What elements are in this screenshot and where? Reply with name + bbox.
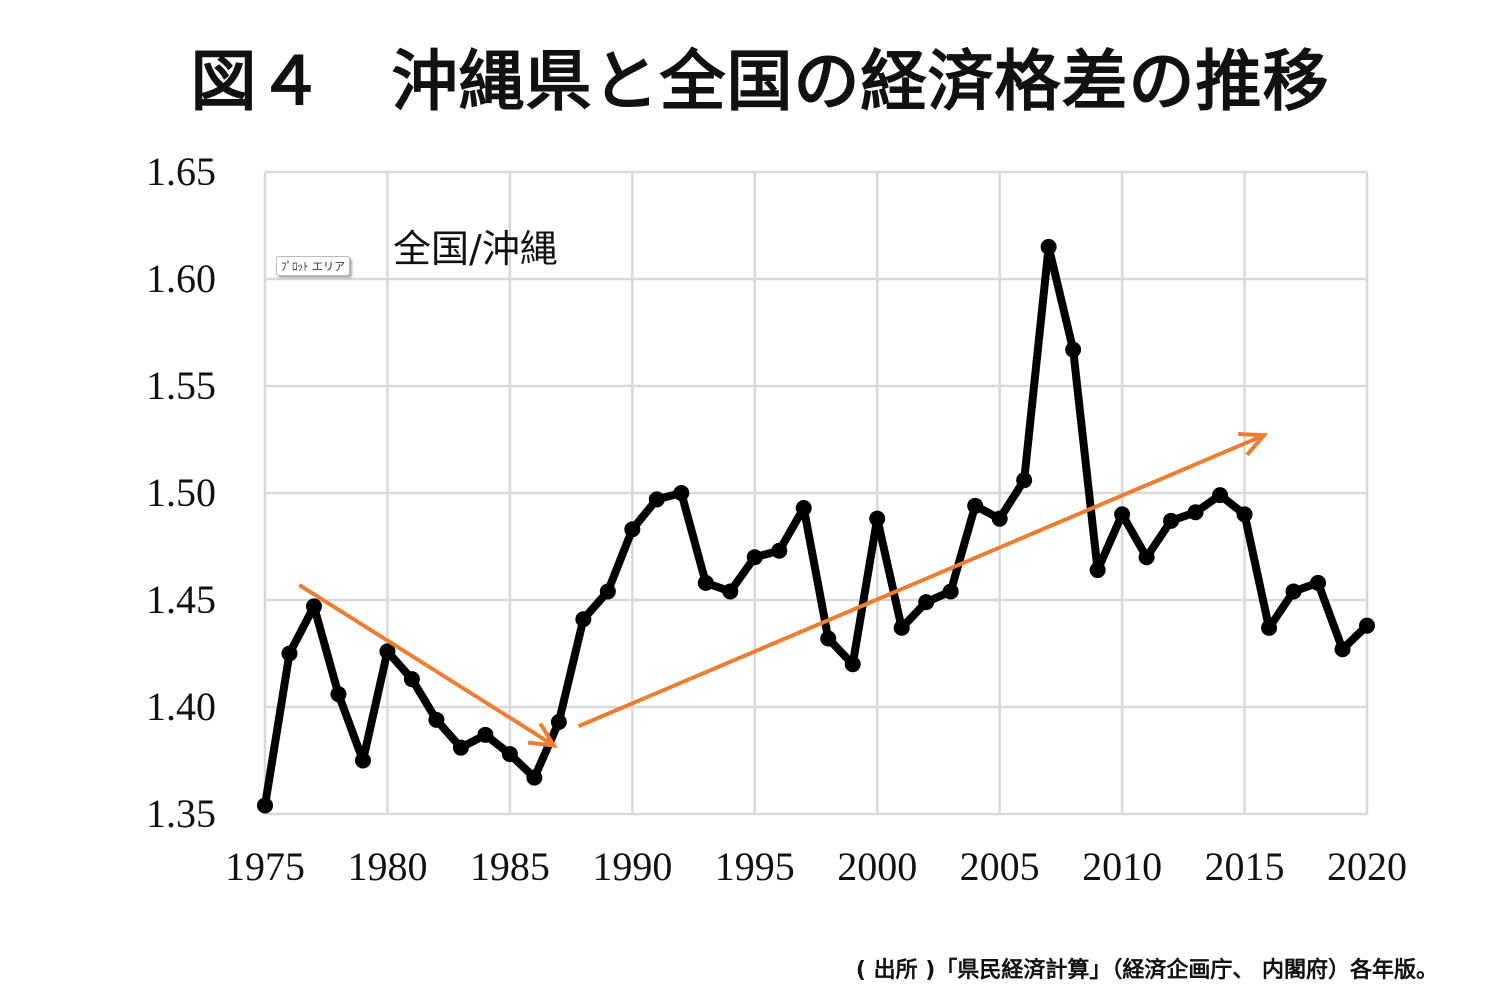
data-point [526, 769, 543, 786]
x-tick-label: 1990 [592, 844, 672, 889]
data-point [1089, 562, 1106, 579]
y-tick-label: 1.35 [146, 791, 216, 836]
data-point [281, 645, 298, 662]
chart-title: 図４ 沖縄県と全国の経済格差の推移 [190, 43, 1330, 120]
data-point [1261, 619, 1278, 636]
data-point [477, 726, 494, 743]
data-point [452, 739, 469, 756]
axis-ticks: 1975 1980 1985 1990 1995 2000 2005 2010 2015 2020… [146, 149, 1407, 889]
data-point [1359, 617, 1375, 634]
x-tick-label: 2010 [1082, 844, 1162, 889]
data-point [330, 686, 347, 703]
x-tick-label: 1985 [470, 844, 550, 889]
series-line [261, 242, 1370, 807]
plot-area-tooltip: ﾌﾟﾛｯﾄ エリア [276, 256, 350, 276]
data-point [624, 521, 641, 538]
x-tick-label: 2005 [960, 844, 1040, 889]
grid [263, 170, 1369, 816]
data-point [991, 510, 1008, 527]
y-tick-label: 1.50 [146, 470, 216, 515]
y-tick-label: 1.40 [146, 684, 216, 729]
x-tick-label: 2020 [1327, 844, 1407, 889]
data-point [869, 510, 886, 527]
data-point [403, 671, 420, 688]
y-tick-label: 1.45 [146, 577, 216, 622]
source-footnote: ( 出所 )「県民経済計算」（経済企画庁、 内閣府）各年版。 [855, 958, 1438, 983]
y-tick-label: 1.60 [146, 256, 216, 301]
y-tick-label: 1.55 [146, 363, 216, 408]
data-point [550, 713, 567, 730]
trend-arrow-head [527, 722, 558, 748]
trend-arrow-line [298, 583, 556, 748]
series [257, 238, 1375, 814]
data-point [1187, 504, 1204, 521]
data-point [575, 611, 592, 628]
x-tick-label: 2015 [1205, 844, 1285, 889]
data-point [1065, 341, 1082, 358]
data-point [257, 797, 273, 814]
data-point [1114, 506, 1131, 523]
data-point [1212, 487, 1229, 504]
trend-arrow-line [577, 433, 1265, 729]
data-point [648, 491, 665, 508]
data-point [1040, 238, 1057, 255]
data-point [771, 542, 788, 559]
data-point [1016, 472, 1033, 489]
data-point [379, 643, 396, 660]
data-point [893, 619, 910, 636]
x-tick-label: 1980 [347, 844, 427, 889]
x-tick-label: 2000 [837, 844, 917, 889]
data-point [844, 656, 861, 673]
trend-arrow-head [1238, 431, 1269, 457]
data-point [1334, 641, 1351, 658]
y-tick-label: 1.65 [146, 149, 216, 194]
data-point [1138, 549, 1155, 566]
x-tick-label: 1995 [715, 844, 795, 889]
data-point [746, 549, 763, 566]
data-point [942, 583, 959, 600]
data-point [967, 497, 984, 514]
series-label: 全国/沖縄 [393, 227, 558, 271]
data-point [1163, 512, 1180, 529]
data-point [305, 598, 322, 615]
trend-arrows [298, 431, 1269, 748]
data-point [1236, 506, 1253, 523]
data-point [722, 583, 739, 600]
data-point [795, 499, 812, 516]
data-point [697, 574, 714, 591]
data-point [354, 752, 371, 769]
data-point [820, 630, 837, 647]
data-point [1285, 583, 1302, 600]
x-tick-label: 1975 [225, 844, 305, 889]
data-point [918, 594, 935, 611]
data-point [428, 711, 445, 728]
data-point [501, 746, 518, 763]
data-point [673, 485, 690, 501]
data-point [1310, 574, 1327, 591]
data-point [599, 583, 616, 600]
